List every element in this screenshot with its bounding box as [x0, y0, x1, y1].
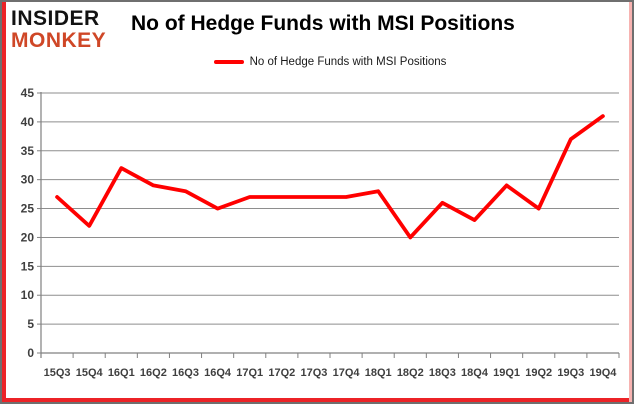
- svg-text:10: 10: [21, 288, 35, 302]
- svg-text:35: 35: [21, 144, 35, 158]
- svg-text:25: 25: [21, 202, 35, 216]
- svg-text:19Q3: 19Q3: [557, 367, 584, 379]
- svg-text:30: 30: [21, 173, 35, 187]
- svg-text:15: 15: [21, 259, 35, 273]
- frame-accent-left: [2, 2, 6, 402]
- svg-text:17Q4: 17Q4: [333, 367, 361, 379]
- legend-line-swatch: [213, 60, 244, 64]
- logo-line1: INSIDER: [11, 7, 100, 30]
- svg-text:15Q4: 15Q4: [76, 367, 104, 379]
- legend-label: No of Hedge Funds with MSI Positions: [249, 56, 447, 68]
- svg-text:16Q3: 16Q3: [172, 367, 199, 379]
- logo-line2: MONKEY: [11, 29, 107, 52]
- svg-text:17Q3: 17Q3: [300, 367, 327, 379]
- svg-text:19Q4: 19Q4: [589, 367, 617, 379]
- svg-text:16Q4: 16Q4: [204, 367, 232, 379]
- legend: No of Hedge Funds with MSI Positions: [41, 53, 619, 71]
- svg-text:40: 40: [21, 115, 35, 129]
- frame-accent-bottom: [2, 398, 632, 402]
- svg-text:5: 5: [27, 317, 34, 331]
- svg-text:20: 20: [21, 230, 35, 244]
- svg-text:45: 45: [21, 86, 35, 100]
- svg-text:0: 0: [27, 346, 34, 360]
- svg-text:18Q2: 18Q2: [397, 367, 424, 379]
- svg-text:15Q3: 15Q3: [44, 367, 71, 379]
- svg-text:19Q2: 19Q2: [525, 367, 552, 379]
- svg-text:17Q1: 17Q1: [236, 367, 263, 379]
- svg-text:19Q1: 19Q1: [493, 367, 520, 379]
- svg-text:18Q4: 18Q4: [461, 367, 489, 379]
- frame-accent-right: [629, 2, 632, 402]
- insider-monkey-logo: INSIDER MONKEY: [11, 8, 106, 51]
- chart-title: No of Hedge Funds with MSI Positions: [131, 12, 515, 35]
- svg-text:17Q2: 17Q2: [268, 367, 295, 379]
- svg-text:18Q1: 18Q1: [365, 367, 392, 379]
- svg-text:16Q1: 16Q1: [108, 367, 135, 379]
- svg-text:16Q2: 16Q2: [140, 367, 167, 379]
- svg-text:18Q3: 18Q3: [429, 367, 456, 379]
